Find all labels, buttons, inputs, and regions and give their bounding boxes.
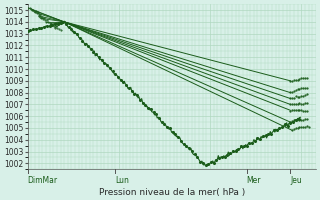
Text: Pression niveau de la mer( hPa ): Pression niveau de la mer( hPa ) [99, 188, 245, 197]
Text: Jeu: Jeu [290, 176, 302, 185]
Text: DimMar: DimMar [28, 176, 58, 185]
Text: Mer: Mer [246, 176, 261, 185]
Text: Lun: Lun [115, 176, 129, 185]
